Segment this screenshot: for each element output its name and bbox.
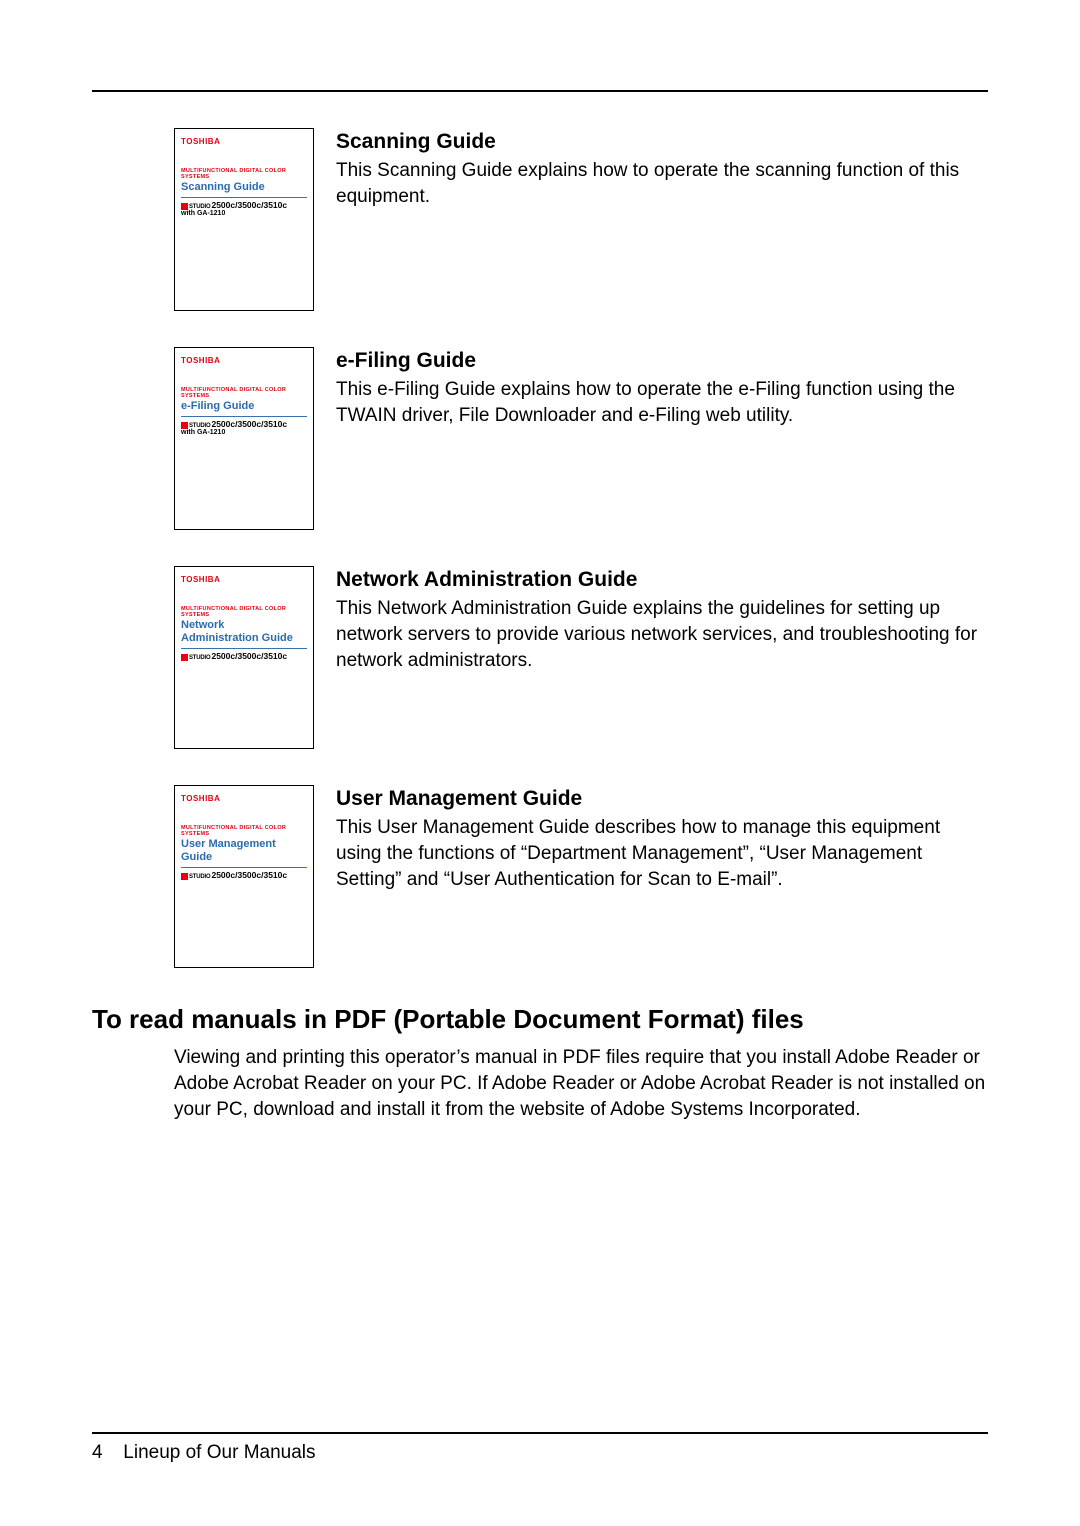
cover-divider [181, 867, 307, 868]
cover-title: User ManagementGuide [181, 838, 307, 864]
footer-rule [92, 1432, 988, 1434]
guides-container: TOSHIBA MULTIFUNCTIONAL DIGITAL COLOR SYS… [92, 128, 988, 968]
guide-description: This Scanning Guide explains how to oper… [336, 158, 988, 210]
cover-title-line: Scanning Guide [181, 181, 265, 193]
footer-text: 4 Lineup of Our Manuals [92, 1442, 988, 1464]
guide-cover: TOSHIBA MULTIFUNCTIONAL DIGITAL COLOR SYS… [174, 785, 314, 968]
guide-heading: Scanning Guide [336, 130, 988, 154]
cover-subtitle: MULTIFUNCTIONAL DIGITAL COLOR SYSTEMS [181, 387, 307, 399]
cover-model: 2500c/3500c/3510c [211, 870, 287, 880]
estudio-mark-icon [181, 422, 188, 429]
cover-model-row: STUDIO2500c/3500c/3510c [181, 200, 307, 210]
cover-title: Scanning Guide [181, 181, 307, 194]
estudio-mark-icon [181, 873, 188, 880]
cover-model-row: STUDIO2500c/3500c/3510c [181, 419, 307, 429]
cover-title-line: User Management [181, 838, 276, 850]
cover-spacer [181, 365, 307, 387]
cover-spacer [181, 803, 307, 825]
cover-subtitle: MULTIFUNCTIONAL DIGITAL COLOR SYSTEMS [181, 168, 307, 180]
footer-page-number: 4 [92, 1442, 118, 1464]
estudio-mark-icon [181, 654, 188, 661]
pdf-section-heading: To read manuals in PDF (Portable Documen… [92, 1004, 988, 1035]
cover-model-row: STUDIO2500c/3500c/3510c [181, 870, 307, 880]
cover-studio-word: STUDIO [189, 655, 210, 661]
cover-title-line: Administration Guide [181, 632, 293, 644]
page-root: TOSHIBA MULTIFUNCTIONAL DIGITAL COLOR SYS… [0, 0, 1080, 1526]
cover-title: e-Filing Guide [181, 400, 307, 413]
cover-brand: TOSHIBA [181, 575, 307, 584]
cover-title-line: Guide [181, 851, 212, 863]
guide-text: e-Filing Guide This e-Filing Guide explai… [336, 347, 988, 429]
cover-model: 2500c/3500c/3510c [211, 651, 287, 661]
cover-spacer [181, 584, 307, 606]
guide-text: Scanning Guide This Scanning Guide explai… [336, 128, 988, 210]
guide-cover: TOSHIBA MULTIFUNCTIONAL DIGITAL COLOR SYS… [174, 347, 314, 530]
cover-divider [181, 197, 307, 198]
guide-description: This User Management Guide describes how… [336, 815, 988, 893]
cover-title: NetworkAdministration Guide [181, 619, 307, 645]
cover-with-ga: with GA-1210 [181, 210, 307, 217]
guide-text: User Management Guide This User Managemen… [336, 785, 988, 893]
cover-brand: TOSHIBA [181, 356, 307, 365]
footer: 4 Lineup of Our Manuals [92, 1432, 988, 1464]
cover-subtitle: MULTIFUNCTIONAL DIGITAL COLOR SYSTEMS [181, 606, 307, 618]
guide-text: Network Administration Guide This Network… [336, 566, 988, 674]
guide-block: TOSHIBA MULTIFUNCTIONAL DIGITAL COLOR SYS… [174, 785, 988, 968]
cover-brand: TOSHIBA [181, 137, 307, 146]
cover-title-line: Network [181, 619, 224, 631]
cover-subtitle: MULTIFUNCTIONAL DIGITAL COLOR SYSTEMS [181, 825, 307, 837]
cover-model: 2500c/3500c/3510c [211, 200, 287, 210]
cover-divider [181, 416, 307, 417]
guide-cover: TOSHIBA MULTIFUNCTIONAL DIGITAL COLOR SYS… [174, 566, 314, 749]
estudio-mark-icon [181, 203, 188, 210]
guide-block: TOSHIBA MULTIFUNCTIONAL DIGITAL COLOR SYS… [174, 128, 988, 311]
cover-model-row: STUDIO2500c/3500c/3510c [181, 651, 307, 661]
cover-model: 2500c/3500c/3510c [211, 419, 287, 429]
guide-description: This Network Administration Guide explai… [336, 596, 988, 674]
guide-description: This e-Filing Guide explains how to oper… [336, 377, 988, 429]
cover-studio-word: STUDIO [189, 874, 210, 880]
pdf-section-body: Viewing and printing this operator’s man… [174, 1045, 988, 1123]
cover-with-ga: with GA-1210 [181, 429, 307, 436]
guide-heading: e-Filing Guide [336, 349, 988, 373]
guide-cover: TOSHIBA MULTIFUNCTIONAL DIGITAL COLOR SYS… [174, 128, 314, 311]
cover-brand: TOSHIBA [181, 794, 307, 803]
cover-divider [181, 648, 307, 649]
guide-heading: Network Administration Guide [336, 568, 988, 592]
guide-block: TOSHIBA MULTIFUNCTIONAL DIGITAL COLOR SYS… [174, 347, 988, 530]
top-rule [92, 90, 988, 92]
cover-title-line: e-Filing Guide [181, 400, 254, 412]
guide-heading: User Management Guide [336, 787, 988, 811]
guide-block: TOSHIBA MULTIFUNCTIONAL DIGITAL COLOR SYS… [174, 566, 988, 749]
cover-spacer [181, 146, 307, 168]
footer-label: Lineup of Our Manuals [123, 1442, 315, 1463]
